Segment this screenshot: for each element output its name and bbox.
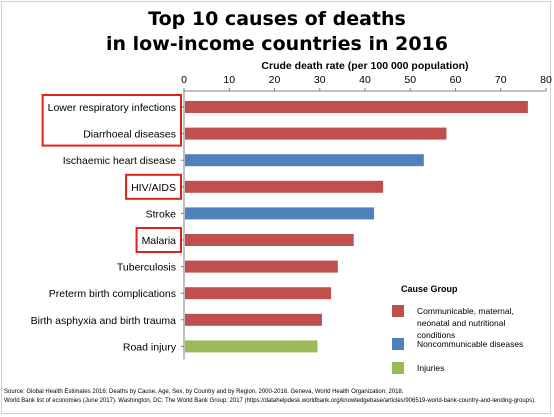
bar <box>185 127 447 140</box>
category-label: HIV/AIDS <box>131 182 176 194</box>
chart-title-line-1: Top 10 causes of deaths <box>148 8 406 30</box>
bar <box>185 207 375 220</box>
x-tick-label: 40 <box>359 74 371 86</box>
x-tick-label: 0 <box>181 74 187 86</box>
x-tick-label: 50 <box>404 74 416 86</box>
bar <box>185 180 384 193</box>
bar <box>185 260 338 273</box>
category-label: Tuberculosis <box>117 262 176 274</box>
category-label: Malaria <box>142 235 177 247</box>
category-label: Road injury <box>123 341 177 353</box>
x-tick-label: 10 <box>223 74 235 86</box>
bar <box>185 287 332 300</box>
legend-swatch-communicable <box>392 305 404 317</box>
category-label: Ischaemic heart disease <box>63 155 176 167</box>
chart-title-line-2: in low-income countries in 2016 <box>106 33 448 55</box>
bar <box>185 340 318 353</box>
category-label: Diarrhoeal diseases <box>83 129 176 141</box>
legend-swatch-noncommunicable <box>392 338 404 350</box>
x-tick-label: 20 <box>269 74 281 86</box>
x-tick-label: 30 <box>314 74 326 86</box>
legend-swatch-injuries <box>392 362 404 374</box>
category-label: Birth asphyxia and birth trauma <box>31 315 176 327</box>
category-label: Lower respiratory infections <box>48 102 176 114</box>
legend-item-communicable: Communicable, maternal, neonatal and nut… <box>392 305 545 341</box>
x-tick-label: 80 <box>540 74 552 86</box>
legend-title: Cause Group <box>401 284 458 294</box>
x-tick-label: 60 <box>450 74 462 86</box>
highlight-box <box>41 94 182 147</box>
legend-label-injuries: Injuries <box>417 363 445 373</box>
bar <box>185 234 354 246</box>
legend-label-communicable: Communicable, maternal, neonatal and nut… <box>417 306 514 340</box>
bar <box>185 154 424 167</box>
source-line-2: World Bank list of economies (June 2017)… <box>4 398 536 404</box>
legend-item-injuries: Injuries <box>392 362 545 374</box>
x-axis-title: Crude death rate (per 100 000 population… <box>261 60 469 72</box>
legend-item-noncommunicable: Noncommunicable diseases <box>392 338 545 350</box>
x-tick-label: 70 <box>495 74 507 86</box>
highlight-box <box>125 173 182 200</box>
bar <box>185 101 528 113</box>
source-line-1: Source: Global Health Estimates 2016: De… <box>4 389 404 395</box>
legend-label-noncommunicable: Noncommunicable diseases <box>417 339 524 349</box>
category-label: Preterm birth complications <box>49 288 176 300</box>
bar <box>185 313 323 326</box>
highlight-box <box>135 227 182 253</box>
category-label: Stroke <box>146 208 177 220</box>
